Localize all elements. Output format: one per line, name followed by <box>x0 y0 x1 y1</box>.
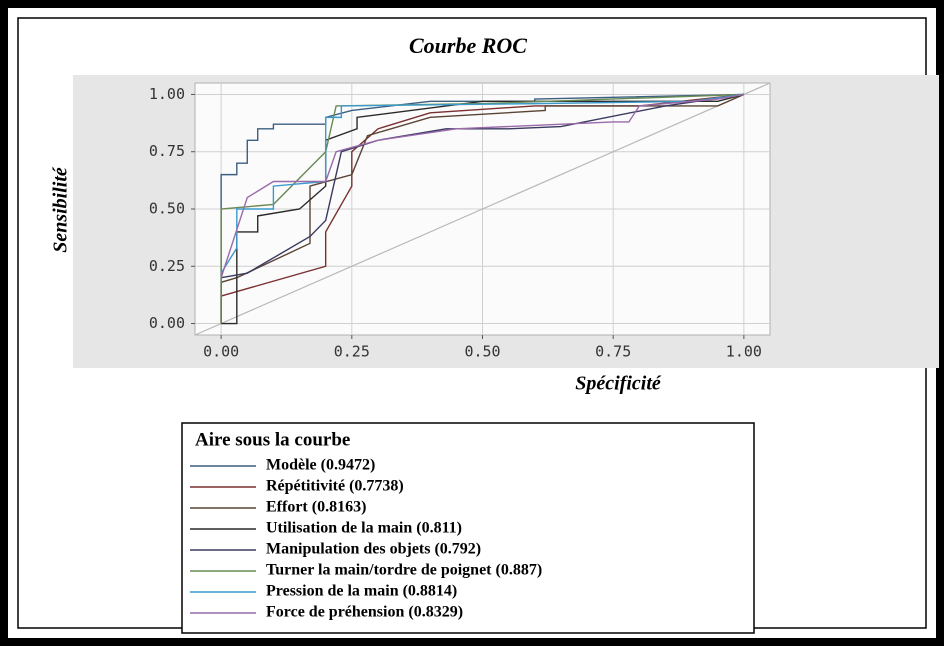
reference-diagonal <box>194 82 771 336</box>
y-tick-label: 0.00 <box>149 314 185 332</box>
y-tick-label: 1.00 <box>149 85 185 103</box>
roc-curve <box>220 93 744 324</box>
x-tick-label: 0.00 <box>203 343 239 361</box>
legend-label: Force de préhension (0.8329) <box>266 604 463 621</box>
legend-title: Aire sous la courbe <box>195 429 350 450</box>
legend-label: Manipulation des objets (0.792) <box>266 541 481 558</box>
roc-curve <box>220 93 744 274</box>
x-tick-label: 1.00 <box>726 343 762 361</box>
chart-title: Courbe ROC <box>409 33 527 58</box>
roc-curve <box>220 93 744 278</box>
legend-label: Effort (0.8163) <box>266 499 366 516</box>
legend-label: Turner la main/tordre de poignet (0.887) <box>266 562 542 579</box>
legend-label: Modèle (0.9472) <box>266 457 375 474</box>
x-tick-label: 0.50 <box>464 343 500 361</box>
legend-label: Pression de la main (0.8814) <box>266 583 457 600</box>
roc-curve <box>220 93 745 324</box>
y-tick-label: 0.25 <box>149 257 185 275</box>
y-axis-label: Sensibilité <box>50 166 72 253</box>
legend-box <box>181 422 755 634</box>
y-tick-label: 0.75 <box>149 142 185 160</box>
x-tick-label: 0.75 <box>595 343 631 361</box>
legend-label: Répétitivité (0.7738) <box>266 478 404 495</box>
x-tick-label: 0.25 <box>334 343 370 361</box>
legend-label: Utilisation de la main (0.811) <box>266 520 462 537</box>
y-tick-label: 0.50 <box>149 200 185 218</box>
x-axis-label: Spécificité <box>575 373 662 395</box>
